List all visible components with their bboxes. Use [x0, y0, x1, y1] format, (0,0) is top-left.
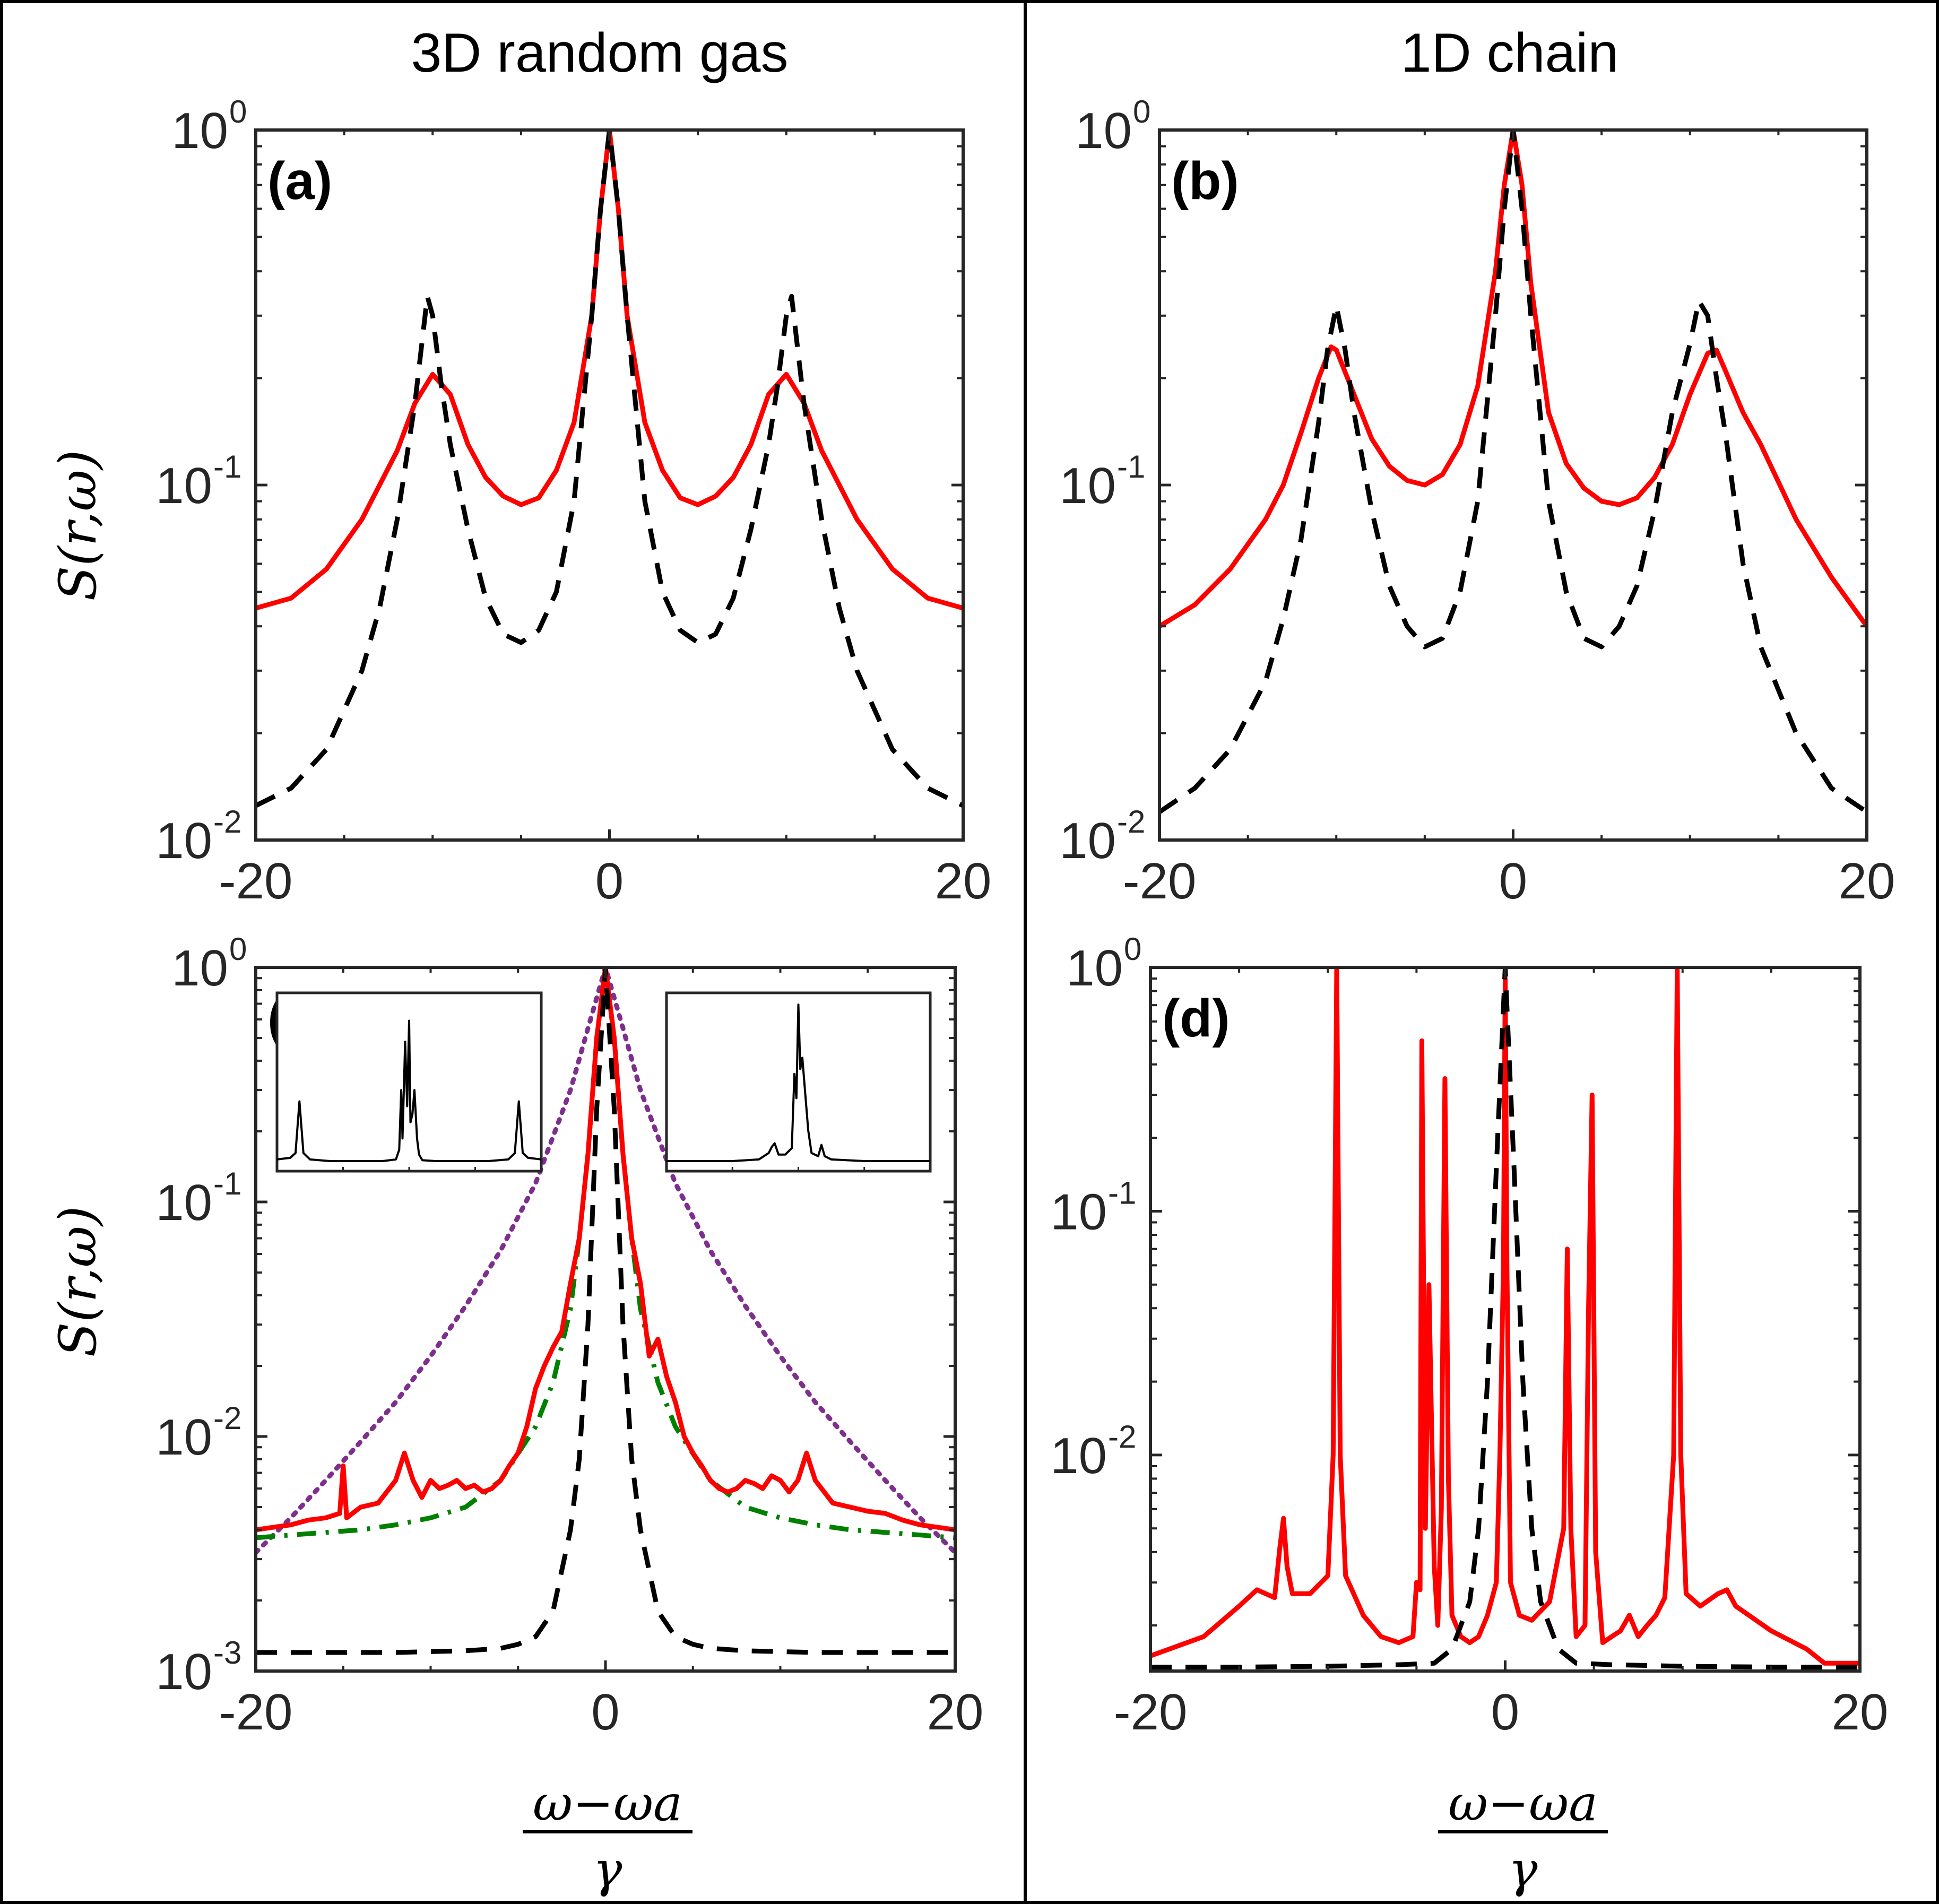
- series-c-green-dashdot: [256, 967, 955, 1540]
- series-c-red-solid: [256, 967, 955, 1533]
- ytick-label-a-0: 10 -2: [155, 804, 241, 869]
- series-d-red-solid: [1150, 967, 1860, 1666]
- ytick-exp-b-1: -1: [1117, 449, 1145, 484]
- ytick-base-a-1: 10: [155, 457, 212, 514]
- panel-label-a: (a): [267, 151, 332, 211]
- ylabel-bottom-text: S(r,ω): [48, 1206, 108, 1357]
- series-group-a: [256, 130, 963, 808]
- column-title-left: 3D random gas: [411, 22, 788, 84]
- inset-c-inset-right: [665, 991, 932, 1173]
- ytick-label-c-2: 10 -1: [155, 1166, 241, 1231]
- series-d-black-dashed: [1150, 967, 1860, 1669]
- ytick-label-b-2: 10 0: [1075, 94, 1150, 159]
- ytick-base-c-2: 10: [155, 1174, 212, 1231]
- ytick-label-b-1: 10 -1: [1059, 449, 1145, 514]
- xtick-label-c-1: 0: [591, 1684, 619, 1741]
- xtick-label-a-0: -20: [219, 853, 293, 910]
- ytick-label-d-2: 10 0: [1066, 931, 1141, 997]
- ytick-base-b-0: 10: [1059, 812, 1116, 869]
- series-a-red-solid: [256, 130, 963, 611]
- ytick-base-d-0: 10: [1050, 1427, 1107, 1484]
- ytick-base-b-1: 10: [1059, 457, 1116, 514]
- panel-label-d: (d): [1162, 989, 1230, 1048]
- ytick-label-d-0: 10 -2: [1050, 1419, 1136, 1484]
- panel-label-b: (b): [1171, 151, 1239, 211]
- ytick-label-c-1: 10 -2: [155, 1400, 241, 1466]
- ytick-exp-a-1: -1: [213, 449, 241, 484]
- ytick-exp-a-0: -2: [213, 804, 241, 840]
- series-a-black-dashed: [256, 130, 963, 808]
- ytick-base-c-3: 10: [171, 940, 228, 997]
- ytick-exp-d-1: -1: [1108, 1175, 1136, 1210]
- inset-series-c-inset-left: [276, 1019, 542, 1162]
- xtick-label-a-1: 0: [595, 853, 624, 910]
- xlabel-left-numerator: ω−ωa: [533, 1775, 682, 1832]
- inset-c-inset-left: [275, 991, 543, 1173]
- ytick-base-c-1: 10: [155, 1409, 212, 1466]
- ytick-base-d-1: 10: [1050, 1183, 1107, 1240]
- inset-series-c-inset-right: [666, 1003, 930, 1162]
- ytick-exp-b-0: -2: [1117, 804, 1145, 840]
- xtick-label-d-1: 0: [1491, 1684, 1519, 1741]
- ytick-label-d-1: 10 -1: [1050, 1175, 1136, 1240]
- xlabel-right-denominator: γ: [1509, 1841, 1538, 1898]
- ytick-base-d-2: 10: [1066, 940, 1123, 997]
- xtick-label-d-2: 20: [1832, 1684, 1889, 1741]
- ylabel-top: S(r,ω): [48, 450, 108, 601]
- ytick-exp-c-0: -3: [213, 1635, 241, 1671]
- ytick-exp-a-2: 0: [229, 94, 247, 129]
- ytick-label-c-3: 10 0: [171, 931, 247, 997]
- plot-area-a: [256, 130, 963, 840]
- xlabel-right-numerator: ω−ωa: [1448, 1775, 1598, 1832]
- xtick-label-b-0: -20: [1123, 853, 1197, 910]
- xtick-label-c-0: -20: [219, 1684, 293, 1741]
- ytick-base-a-2: 10: [171, 102, 228, 159]
- xtick-label-d-0: -20: [1114, 1684, 1188, 1741]
- xtick-label-c-2: 20: [927, 1684, 984, 1741]
- ytick-label-c-0: 10 -3: [155, 1635, 241, 1700]
- ytick-label-a-1: 10 -1: [155, 449, 241, 514]
- xtick-label-a-2: 20: [935, 853, 992, 910]
- ytick-exp-c-1: -2: [213, 1400, 241, 1436]
- ylabel-bottom: S(r,ω): [48, 1206, 108, 1357]
- ytick-base-c-0: 10: [155, 1643, 212, 1700]
- ytick-label-b-0: 10 -2: [1059, 804, 1145, 869]
- xlabel-right: ω−ωa γ: [1438, 1775, 1608, 1898]
- xlabel-left: ω−ωa γ: [523, 1775, 692, 1898]
- series-c-purple-dotted: [256, 967, 955, 1555]
- ytick-base-b-2: 10: [1075, 102, 1132, 159]
- ytick-label-a-2: 10 0: [171, 94, 247, 159]
- series-group-d: [1150, 967, 1860, 1669]
- xtick-label-b-1: 0: [1499, 853, 1527, 910]
- ytick-exp-d-0: -2: [1108, 1419, 1136, 1455]
- ytick-base-a-0: 10: [155, 812, 212, 869]
- ylabel-top-text: S(r,ω): [48, 450, 108, 601]
- plot-area-b: [1159, 130, 1867, 840]
- ytick-exp-c-2: -1: [213, 1166, 241, 1201]
- xlabel-left-denominator: γ: [593, 1841, 623, 1898]
- ytick-exp-d-2: 0: [1124, 931, 1141, 967]
- series-group-b: [1159, 130, 1867, 814]
- xtick-label-b-2: 20: [1839, 853, 1895, 910]
- ytick-exp-b-2: 0: [1133, 94, 1150, 129]
- ytick-exp-c-3: 0: [229, 931, 247, 967]
- column-title-right: 1D chain: [1401, 22, 1618, 84]
- series-group-c: [256, 967, 955, 1655]
